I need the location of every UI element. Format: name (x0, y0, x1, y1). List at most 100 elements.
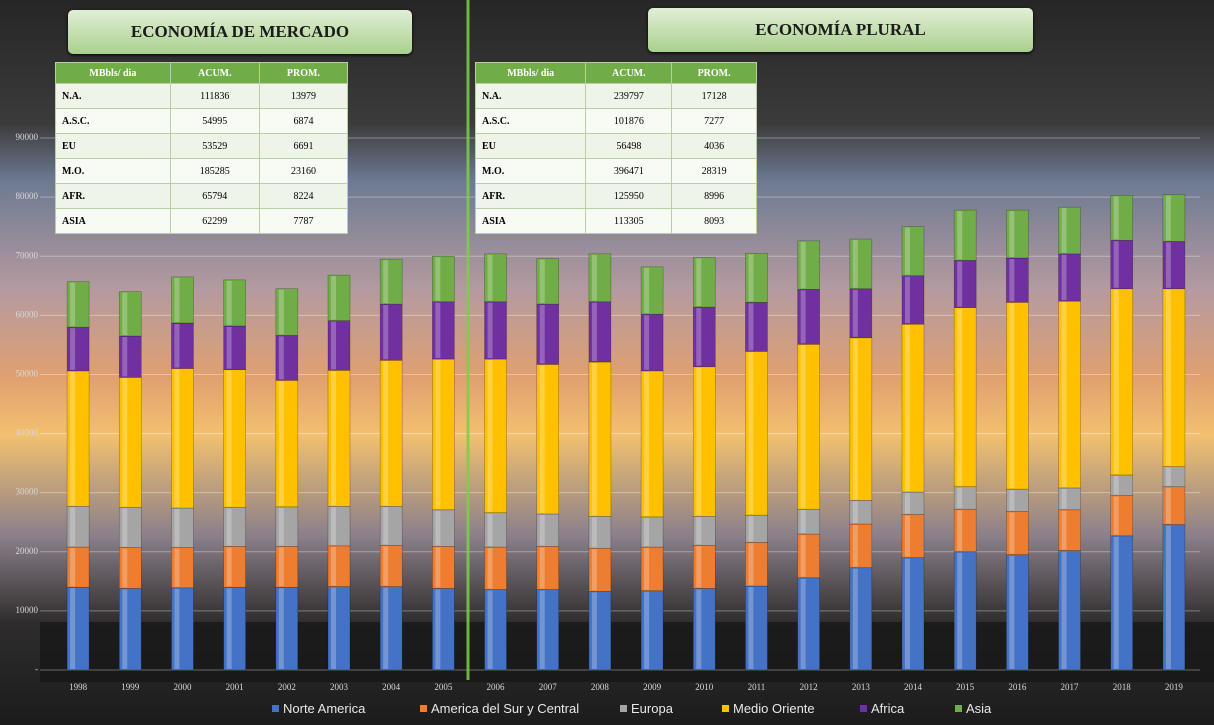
bar-segment (901, 323, 925, 493)
table-cell: A.S.C. (55, 108, 171, 134)
bar-shine (487, 302, 493, 359)
bar-shine (435, 589, 441, 669)
bar-shine (331, 546, 336, 586)
legend-label: Europa (631, 701, 673, 716)
x-tick-label: 2016 (1008, 682, 1027, 692)
table-cell: AFR. (474, 183, 587, 209)
bar-shine (278, 547, 284, 587)
table-cell: 54995 (169, 108, 260, 134)
bar-shine (957, 211, 963, 260)
table-cell: 8224 (258, 183, 349, 209)
bar-segment (797, 343, 820, 510)
legend-item: Medio Oriente (722, 701, 815, 716)
bar-shine (174, 324, 180, 368)
table-cell: N.A. (55, 83, 171, 109)
table-cell: 8996 (671, 183, 757, 209)
bar-segment (640, 313, 664, 372)
bar-segment (223, 507, 246, 547)
bar-shine (70, 328, 76, 370)
bar-shine (122, 337, 128, 377)
bar-shine (435, 302, 441, 359)
table-cell: 113305 (585, 208, 673, 234)
bar-shine (331, 371, 336, 506)
legend-label: America del Sur y Central (431, 701, 580, 716)
legend-swatch (272, 705, 279, 712)
bar-shine (1165, 525, 1171, 669)
bar-shine (1009, 303, 1015, 489)
x-tick-label: 1998 (69, 682, 88, 692)
bar-shine (748, 543, 754, 586)
table-cell: 111836 (169, 83, 260, 109)
bar-shine (852, 289, 858, 337)
bar-shine (644, 517, 650, 547)
bar-shine (122, 548, 128, 588)
legend-swatch (722, 705, 729, 712)
table: MBbls/ dia ACUM. PROM. N.A. 239797 17128 A.S.C… (474, 62, 757, 234)
x-tick-label: 2000 (173, 682, 192, 692)
bar-shine (70, 507, 76, 547)
bar-shine (1165, 195, 1171, 241)
bar-shine (644, 371, 650, 516)
x-tick-label: 2008 (591, 682, 610, 692)
bar-segment (901, 226, 925, 277)
y-tick-label: 30000 (16, 487, 39, 497)
legend-item: Africa (860, 701, 904, 716)
bar-shine (1009, 211, 1015, 257)
bar-shine (905, 558, 910, 669)
bar-shine (800, 535, 806, 577)
legend-label: Africa (871, 701, 905, 716)
legend-item: Europa (620, 701, 673, 716)
legend-swatch (620, 705, 627, 712)
bar-shine (905, 325, 910, 492)
table-row: N.A. 239797 17128 (474, 83, 757, 109)
table-cell: 13979 (258, 83, 349, 109)
table-cell: 56498 (585, 133, 673, 159)
x-tick-label: 2018 (1113, 682, 1132, 692)
bar-segment (484, 358, 507, 514)
bar-shine (174, 277, 180, 323)
table-header-row: MBbls/ dia ACUM. PROM. (474, 62, 757, 84)
table-cell: 101876 (585, 108, 673, 134)
bar-shine (1113, 241, 1119, 288)
bar-shine (1009, 258, 1015, 302)
column-header: ACUM. (169, 62, 260, 84)
bar-shine (696, 258, 702, 307)
bar-shine (383, 546, 389, 586)
y-tick-label: 90000 (16, 132, 39, 142)
bar-segment (745, 252, 768, 303)
bar-shine (331, 321, 336, 370)
bar-segment (379, 544, 403, 587)
bar-shine (1165, 487, 1171, 524)
x-tick-label: 2017 (1061, 682, 1080, 692)
bar-segment (118, 291, 142, 337)
bar-shine (591, 363, 597, 516)
x-tick-label: 2013 (852, 682, 871, 692)
table-cell: 62299 (169, 208, 260, 234)
table-row: A.S.C. 101876 7277 (474, 108, 757, 134)
bar-shine (226, 280, 232, 325)
bar-shine (957, 552, 963, 669)
bar-shine (957, 487, 963, 509)
header: ECONOMÍA DE MERCADO (68, 10, 412, 54)
bar-shine (122, 378, 128, 507)
x-tick-label: 2014 (904, 682, 923, 692)
table-row: M.O. 396471 28319 (474, 158, 757, 184)
bar-shine (278, 507, 284, 546)
table-row: A.S.C. 54995 6874 (55, 108, 349, 134)
bar-shine (1113, 289, 1119, 474)
y-tick-label: 50000 (16, 369, 39, 379)
bar-shine (1061, 510, 1067, 550)
bar-shine (226, 370, 232, 507)
bar-shine (905, 493, 910, 514)
bar-shine (1113, 536, 1119, 669)
bar-shine (800, 290, 806, 344)
bar-shine (1009, 512, 1015, 554)
bar-shine (852, 568, 858, 669)
legend-label: Norte America (283, 701, 366, 716)
bar-shine (644, 548, 650, 590)
bar-shine (487, 513, 493, 547)
bar-shine (591, 254, 597, 301)
bar-segment (379, 303, 403, 361)
bar-segment (432, 255, 455, 303)
y-tick-label: 80000 (16, 191, 39, 201)
